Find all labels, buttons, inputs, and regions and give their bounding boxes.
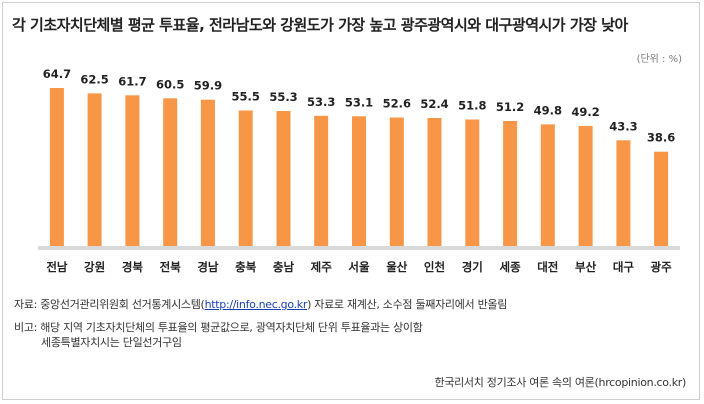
bar-광주 xyxy=(654,151,669,246)
bar-부산 xyxy=(578,125,593,246)
category-label: 충남 xyxy=(273,260,295,274)
x-axis-baseline xyxy=(38,246,680,250)
category-label: 세종 xyxy=(500,260,522,274)
category-label: 대구 xyxy=(613,260,635,274)
source-prefix: 자료: 중앙선거관리위원회 선거통계시스템( xyxy=(14,298,205,311)
value-label: 53.3 xyxy=(307,95,335,109)
value-label: 61.7 xyxy=(118,74,146,88)
remark-line-2: 세종특별자치시는 단일선거구임 xyxy=(41,336,182,349)
source-suffix: ) 자료로 재계산, 소수점 둘째자리에서 반올림 xyxy=(307,298,508,311)
bar-경기 xyxy=(465,119,480,246)
bar-대전 xyxy=(540,124,555,246)
bar-경북 xyxy=(125,95,140,246)
category-label: 광주 xyxy=(651,260,673,274)
category-label: 충북 xyxy=(235,260,257,274)
value-label: 51.2 xyxy=(496,100,524,114)
bar-강원 xyxy=(87,93,102,247)
value-label: 52.6 xyxy=(383,97,411,111)
remark-line-1: 비고: 해당 지역 기초자치단체의 투표율의 평균값으로, 광역자치단체 단위 … xyxy=(14,321,423,334)
value-label: 64.7 xyxy=(43,67,71,81)
bar-서울 xyxy=(352,116,366,246)
remark-note: 비고: 해당 지역 기초자치단체의 투표율의 평균값으로, 광역자치단체 단위 … xyxy=(14,320,423,350)
chart-title: 각 기초자치단체별 평균 투표율, 전라남도와 강원도가 가장 높고 광주광역시… xyxy=(12,16,628,34)
unit-label: (단위 : %) xyxy=(636,54,682,65)
category-label: 경남 xyxy=(197,260,219,274)
category-label: 강원 xyxy=(84,260,105,274)
value-label: 60.5 xyxy=(156,77,184,91)
category-label: 울산 xyxy=(386,260,408,274)
category-label: 서울 xyxy=(348,260,370,274)
bar-경남 xyxy=(200,99,215,246)
category-label: 부산 xyxy=(575,260,597,274)
value-label: 43.3 xyxy=(609,119,637,133)
bar-세종 xyxy=(503,121,518,246)
value-label: 38.6 xyxy=(647,131,675,145)
credit-text: 한국리서치 정기조사 여론 속의 여론(hrcopinion.co.kr) xyxy=(434,376,686,389)
value-label: 55.5 xyxy=(232,90,260,104)
value-label: 59.9 xyxy=(194,79,222,93)
bar-제주 xyxy=(314,115,329,246)
category-label: 경북 xyxy=(122,260,144,274)
bar-전남 xyxy=(49,88,64,246)
bar-인천 xyxy=(427,118,442,246)
value-label: 62.5 xyxy=(80,72,108,86)
bar-울산 xyxy=(389,117,404,246)
category-label: 인천 xyxy=(424,260,445,274)
source-link[interactable]: http://info.nec.go.kr xyxy=(204,298,308,311)
value-label: 53.1 xyxy=(345,95,373,109)
bar-충북 xyxy=(238,110,253,246)
value-label: 55.3 xyxy=(269,90,297,104)
bar-대구 xyxy=(616,140,631,246)
value-label: 52.4 xyxy=(420,97,448,111)
value-label: 51.8 xyxy=(458,99,486,113)
category-label: 경기 xyxy=(462,260,483,274)
value-label: 49.8 xyxy=(534,103,562,117)
category-label: 제주 xyxy=(311,260,333,274)
bar-전북 xyxy=(163,98,178,246)
category-label: 대전 xyxy=(537,260,558,274)
bar-chart: 64.7 전남 62.5 강원 61.7 경북 60.5 전북 59.9 경남 55.5 충북 55.3… xyxy=(38,67,680,274)
source-note: 자료: 중앙선거관리위원회 선거통계시스템(http://info.nec.go… xyxy=(14,296,507,312)
category-label: 전남 xyxy=(46,260,68,274)
bar-충남 xyxy=(276,111,291,246)
value-label: 49.2 xyxy=(571,105,599,119)
category-label: 전북 xyxy=(160,260,182,274)
